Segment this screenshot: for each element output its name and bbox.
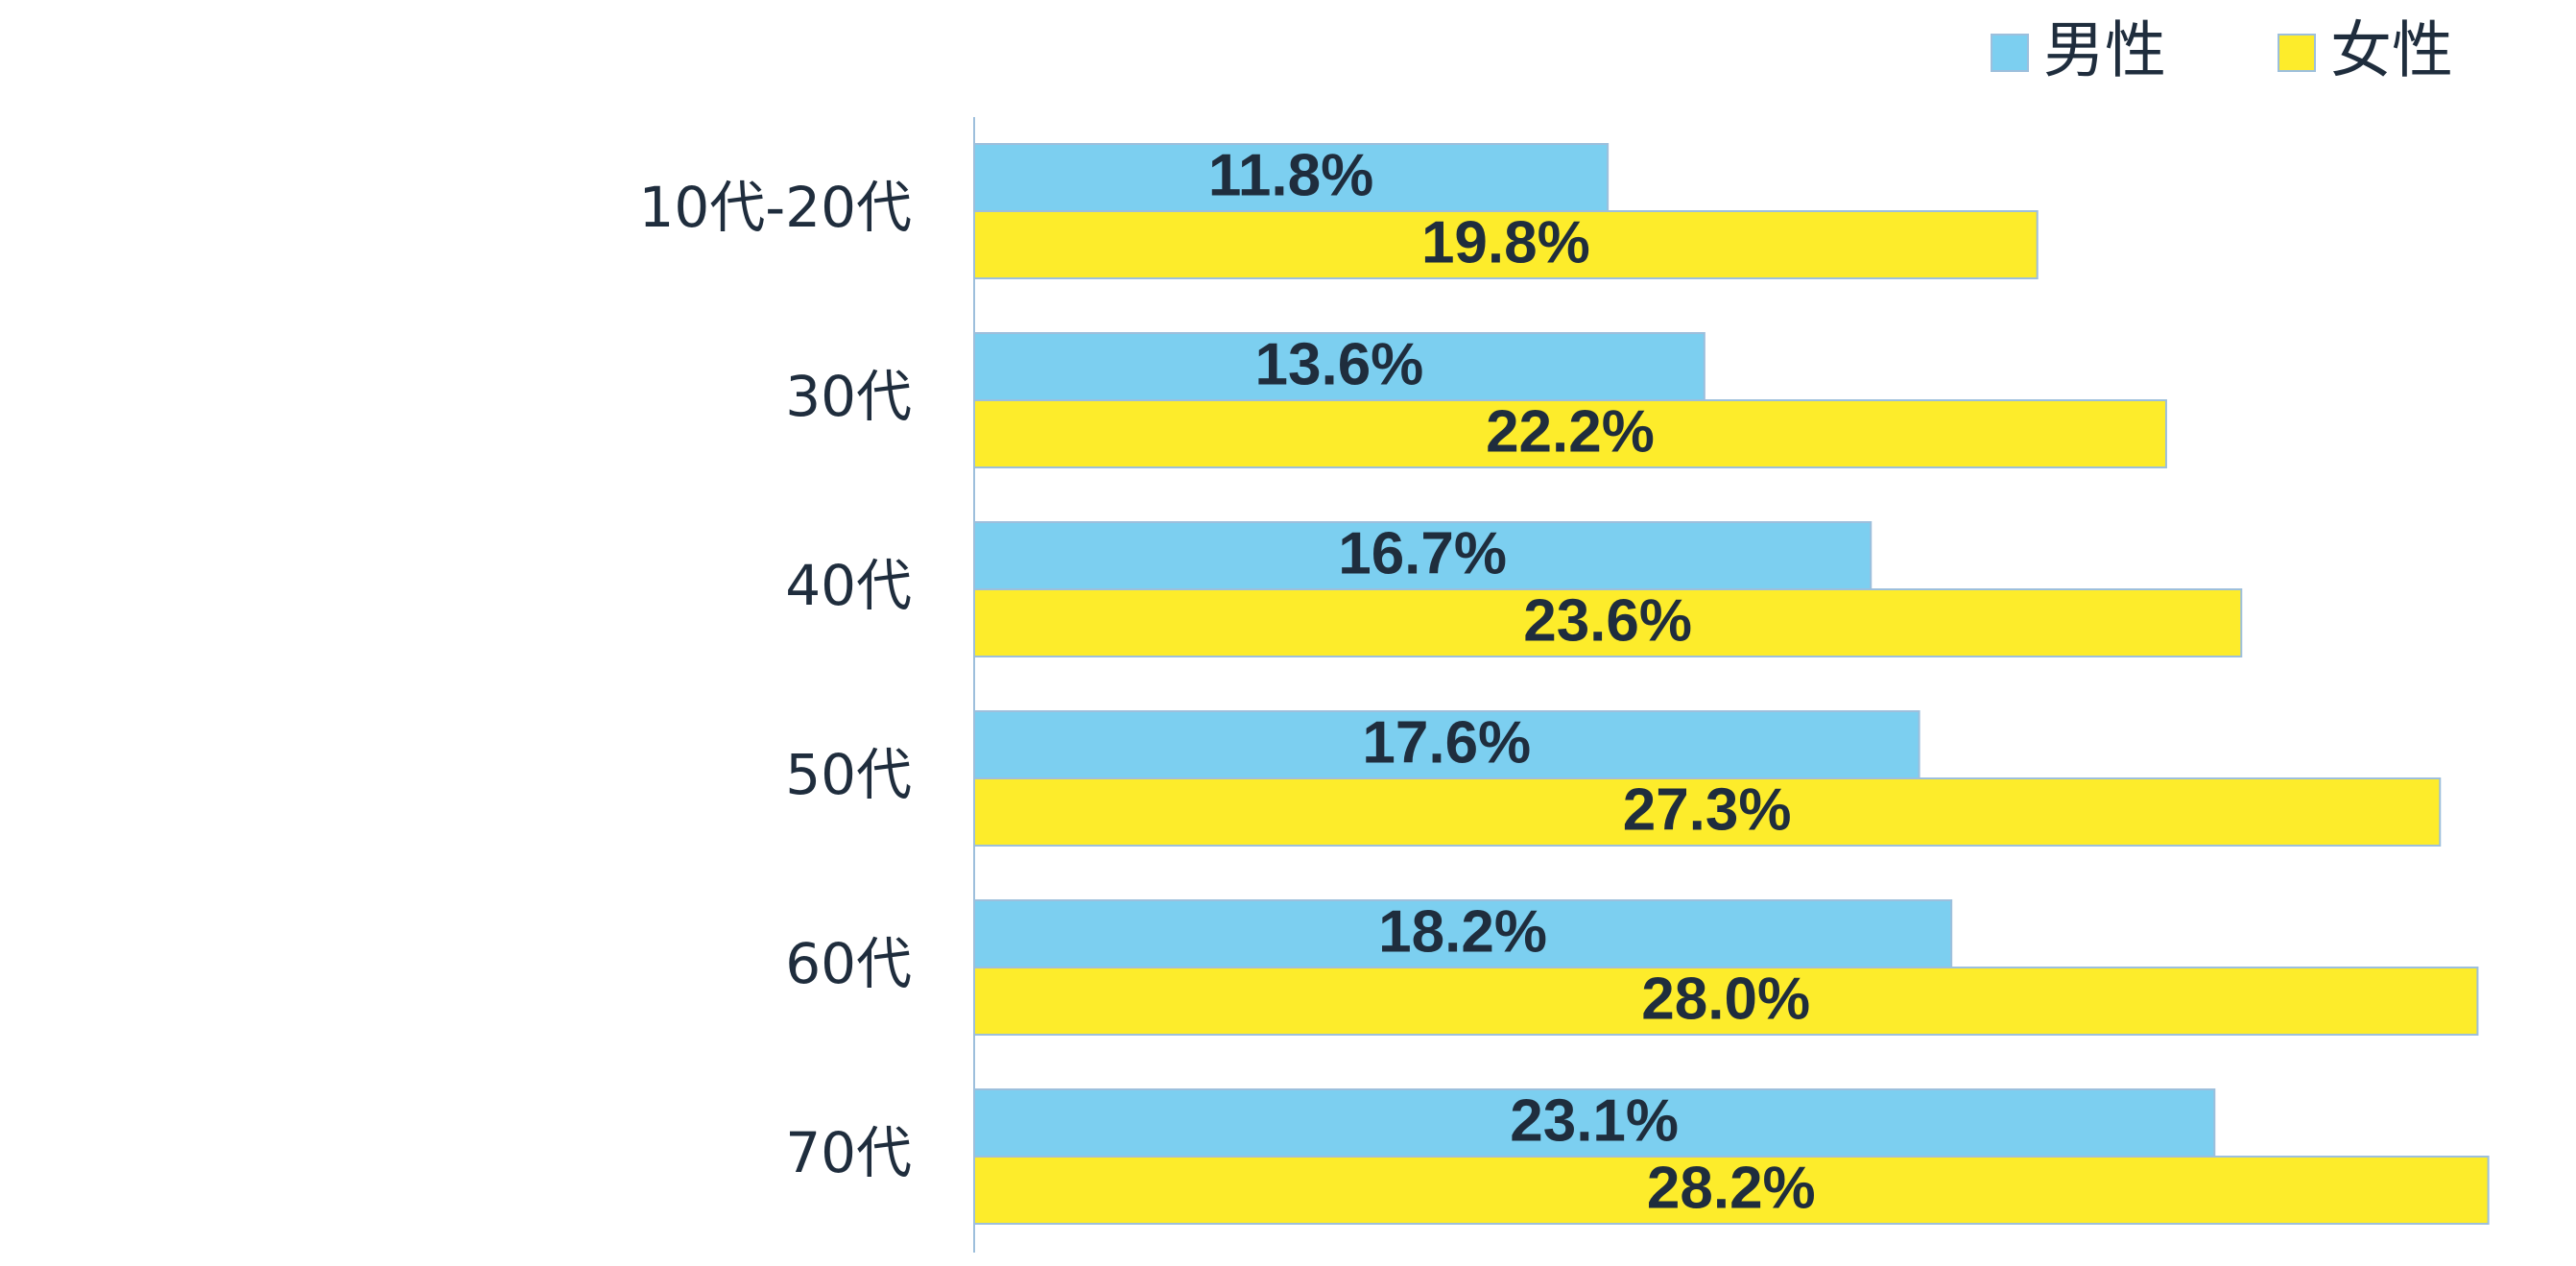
- category-label-30: 30代: [785, 364, 912, 429]
- legend-label-female: 女性: [2330, 16, 2453, 87]
- bar-female-4: [973, 967, 2479, 1036]
- data-label-female-2: 23.6%: [1523, 587, 1692, 654]
- category-label-50: 50代: [785, 742, 912, 807]
- bar-male-5: [973, 1088, 2216, 1158]
- data-label-female-5: 28.2%: [1647, 1155, 1816, 1221]
- category-label-10-20: 10代-20代: [638, 175, 912, 240]
- category-labels: 10代-20代 30代 40代 50代 60代 70代: [638, 175, 912, 1185]
- legend-label-male: 男性: [2043, 16, 2166, 87]
- data-label-female-3: 27.3%: [1623, 776, 1792, 843]
- data-label-male-4: 18.2%: [1378, 898, 1547, 965]
- data-label-male-0: 11.8%: [1208, 142, 1373, 208]
- bar-male-1: [973, 332, 1705, 401]
- value-labels: 11.8% 19.8% 13.6% 22.2% 16.7%23.6% 17.6% 27.3%…: [1208, 142, 1816, 1221]
- legend-swatch-female: [2278, 34, 2316, 72]
- bars-group: [973, 143, 2490, 1225]
- data-label-male-3: 17.6%: [1362, 709, 1531, 776]
- bar-male-0: [973, 143, 1610, 212]
- category-label-60: 60代: [785, 931, 912, 996]
- category-label-70: 70代: [785, 1120, 912, 1185]
- data-label-male-5: 23.1%: [1510, 1087, 1679, 1154]
- data-label-male-1: 13.6%: [1255, 331, 1424, 397]
- bar-female-2: [973, 588, 2243, 657]
- legend-swatch-male: [1991, 34, 2029, 72]
- bar-female-0: [973, 210, 2039, 279]
- bar-female-5: [973, 1156, 2490, 1225]
- bar-female-1: [973, 399, 2167, 468]
- data-label-female-4: 28.0%: [1641, 966, 1810, 1032]
- data-label-male-2: 16.7%: [1338, 520, 1507, 586]
- category-label-40: 40代: [785, 553, 912, 618]
- data-label-female-1: 22.2%: [1486, 398, 1655, 465]
- chart-legend: 男性 女性: [1991, 16, 2453, 87]
- data-label-female-0: 19.8%: [1421, 209, 1590, 275]
